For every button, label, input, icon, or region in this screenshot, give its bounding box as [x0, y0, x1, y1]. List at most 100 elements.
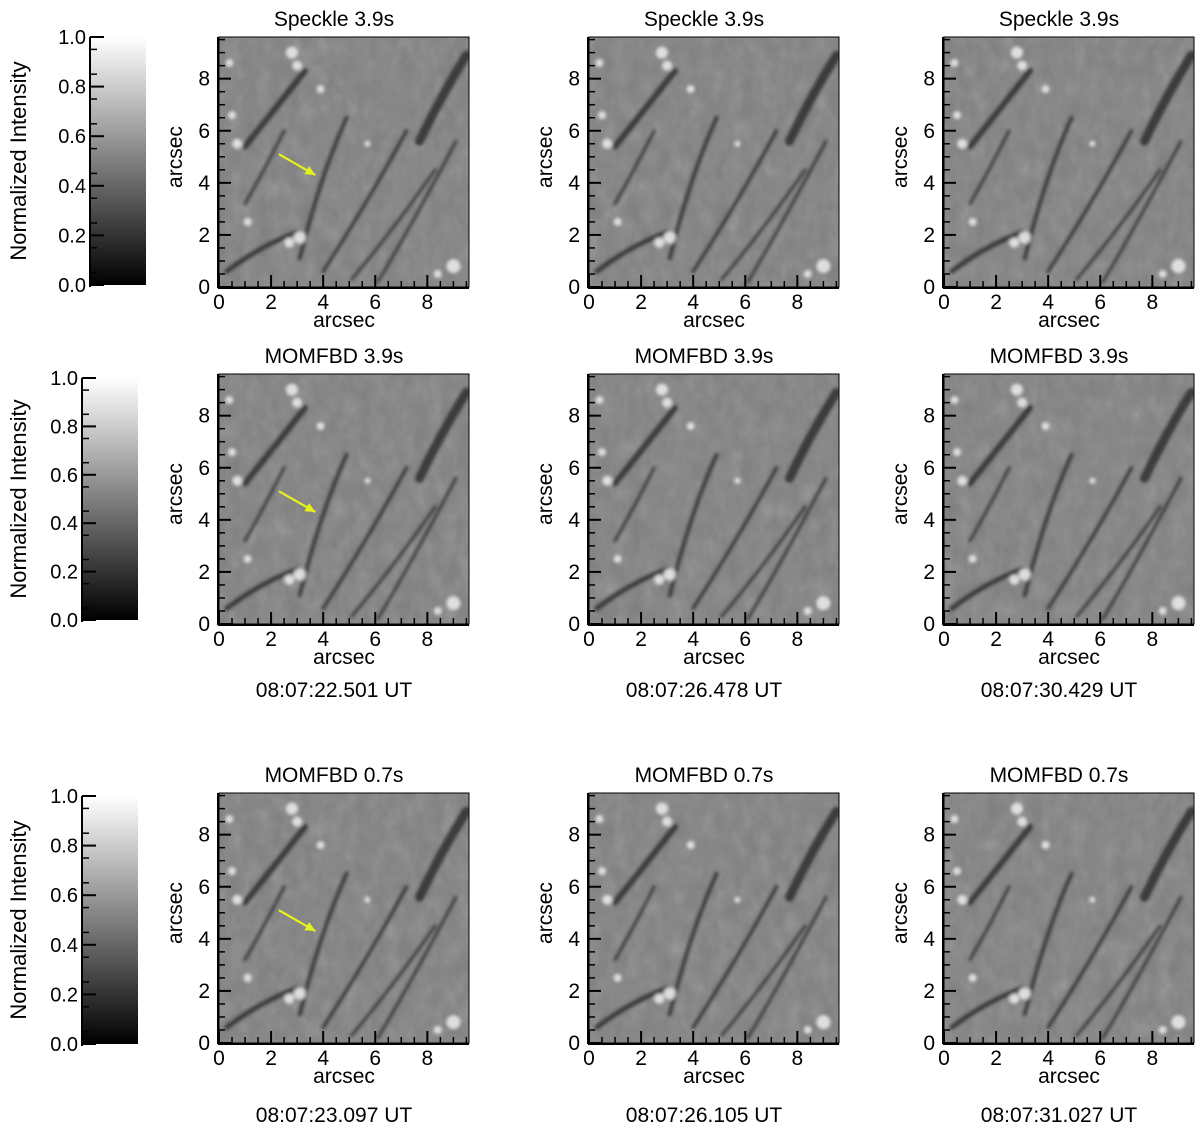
image-panel: 0 2 4 6 8 0 2 4 6 8 arcsec arcsec MOMFBD 0.7s 08:07:2… — [534, 764, 840, 1127]
colorbar-tick-label: 1.0 — [58, 27, 86, 49]
dark-fibril — [242, 404, 308, 487]
x-tick-label: 6 — [1094, 628, 1106, 651]
panels-layer: 0 2 4 6 8 0 2 4 6 8 arcsec arcsec Speckle 3.9s 0 2 4 6 8 0… — [164, 8, 1195, 1127]
bright-point — [663, 987, 676, 1000]
bright-point — [1041, 85, 1050, 94]
x-tick-label: 2 — [635, 1047, 647, 1070]
bright-point — [734, 140, 741, 147]
bright-point — [613, 973, 622, 982]
dark-fibril — [321, 129, 409, 274]
y-tick-label: 8 — [568, 68, 580, 91]
dark-fibril — [746, 139, 828, 284]
y-tick-label: 6 — [568, 876, 580, 899]
bright-point — [957, 138, 968, 149]
image-features — [594, 383, 839, 621]
image-texture — [219, 37, 469, 287]
bright-point — [662, 397, 673, 408]
arrow-head — [304, 165, 316, 176]
bright-point — [316, 841, 325, 850]
y-axis-label: arcsec — [889, 882, 912, 944]
x-tick-label: 8 — [1146, 1047, 1158, 1070]
x-tick-label: 4 — [317, 291, 329, 314]
y-tick-label: 4 — [923, 509, 935, 532]
y-tick-label: 2 — [198, 980, 210, 1003]
bright-point — [1009, 993, 1020, 1004]
x-tick-label: 6 — [1094, 291, 1106, 314]
bright-point — [950, 815, 959, 824]
dark-fibril — [1101, 476, 1183, 621]
image-texture — [944, 793, 1194, 1043]
bright-point — [285, 46, 298, 59]
bright-point — [662, 816, 673, 827]
x-tick-label: 2 — [635, 628, 647, 651]
bright-point — [662, 60, 673, 71]
x-tick-label: 8 — [1146, 291, 1158, 314]
bright-point — [1041, 841, 1050, 850]
x-tick-label: 6 — [739, 1047, 751, 1070]
image-panel: 0 2 4 6 8 0 2 4 6 8 arcsec arcsec MOMFBD 3.9s 08:07:3… — [889, 345, 1195, 702]
x-tick-label: 6 — [369, 1047, 381, 1070]
bright-point — [1017, 60, 1028, 71]
x-tick-label: 8 — [791, 628, 803, 651]
panel-title: Speckle 3.9s — [644, 8, 764, 31]
x-tick-label: 6 — [369, 291, 381, 314]
image-features — [224, 46, 469, 284]
dark-fibril — [613, 466, 656, 543]
x-tick-label: 2 — [990, 628, 1002, 651]
dark-fibril — [224, 566, 300, 611]
dark-fibril — [415, 50, 469, 146]
solar-image — [219, 374, 469, 624]
bright-point — [228, 867, 237, 876]
x-tick-label: 4 — [687, 628, 699, 651]
timestamp: 08:07:26.478 UT — [626, 679, 783, 702]
bright-point — [293, 987, 306, 1000]
bright-point — [1010, 802, 1023, 815]
bright-point — [1018, 568, 1031, 581]
dark-fibril — [785, 806, 839, 902]
dark-fibril — [949, 566, 1025, 611]
x-axis-label: arcsec — [313, 1065, 375, 1088]
x-axis-label: arcsec — [683, 309, 745, 332]
bright-point — [595, 59, 604, 68]
y-tick-label: 0 — [568, 1032, 580, 1055]
dark-fibril — [720, 505, 807, 618]
colorbar-tick-label: 0.4 — [50, 935, 78, 957]
bright-point — [1009, 574, 1020, 585]
dark-fibril — [1140, 387, 1194, 483]
bright-point — [284, 574, 295, 585]
dark-fibril — [350, 168, 437, 281]
bright-point — [654, 993, 665, 1004]
dark-fibril — [691, 466, 779, 611]
panel-title: MOMFBD 0.7s — [635, 764, 774, 787]
image-texture — [589, 374, 839, 624]
y-tick-label: 2 — [568, 980, 580, 1003]
x-tick-label: 0 — [938, 628, 950, 651]
bright-point — [803, 1025, 812, 1034]
bright-point — [316, 85, 325, 94]
y-tick-label: 0 — [923, 1032, 935, 1055]
bright-point — [953, 867, 962, 876]
x-tick-label: 0 — [583, 1047, 595, 1070]
y-tick-label: 8 — [923, 824, 935, 847]
y-tick-label: 4 — [568, 928, 580, 951]
y-tick-label: 4 — [198, 509, 210, 532]
x-axis-label: arcsec — [313, 309, 375, 332]
bright-point — [1171, 1015, 1186, 1030]
bright-point — [292, 397, 303, 408]
y-tick-label: 4 — [198, 172, 210, 195]
image-panel: 0 2 4 6 8 0 2 4 6 8 arcsec arcsec MOMFBD 0.7s 08:07:2… — [164, 764, 470, 1127]
bright-point — [316, 422, 325, 431]
bright-point — [1089, 896, 1096, 903]
colorbar-tick-label: 0.4 — [58, 176, 86, 198]
dark-fibril — [613, 885, 656, 962]
y-tick-label: 8 — [198, 824, 210, 847]
bright-point — [816, 596, 831, 611]
bright-point — [686, 85, 695, 94]
x-tick-label: 8 — [791, 1047, 803, 1070]
bright-point — [602, 894, 613, 905]
x-tick-label: 6 — [369, 628, 381, 651]
bright-point — [364, 477, 371, 484]
bright-point — [1018, 231, 1031, 244]
y-tick-label: 4 — [923, 928, 935, 951]
dark-fibril — [594, 985, 670, 1030]
